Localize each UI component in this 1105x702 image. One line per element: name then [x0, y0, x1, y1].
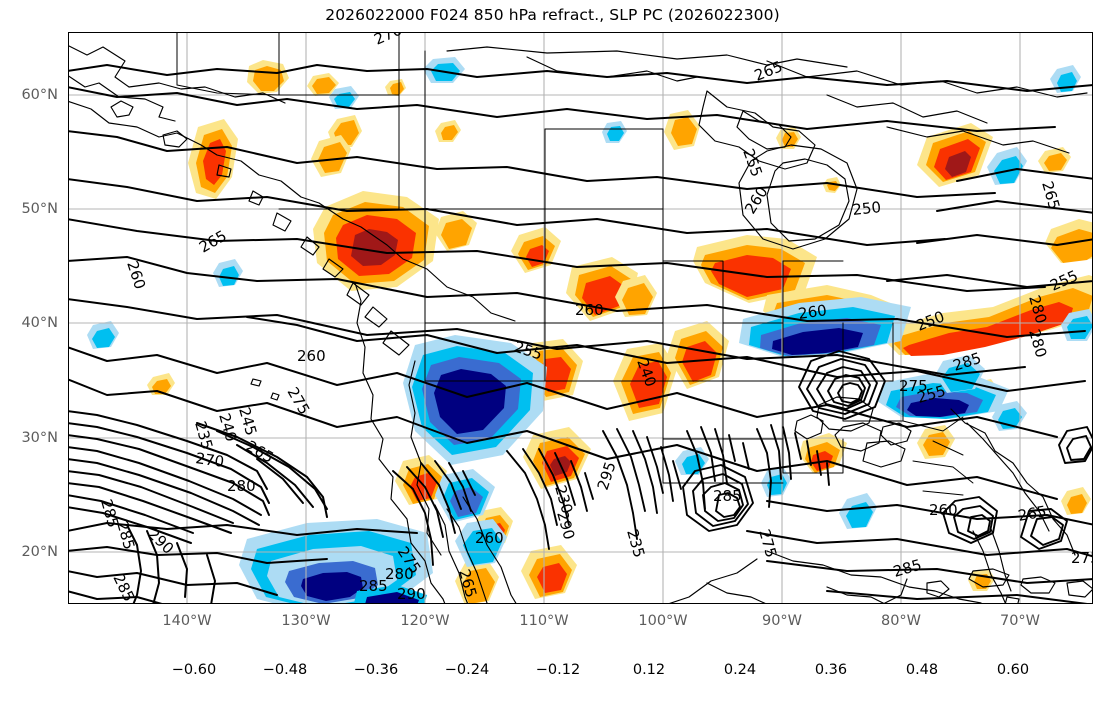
contour-label-275-w: 275 — [284, 384, 314, 418]
lat-tick-label-50: 50°N — [21, 201, 58, 217]
lat-tick-label-60: 60°N — [21, 87, 58, 103]
filled-anomaly-layer — [87, 57, 1092, 603]
contour-label-265b-se: 265 — [1017, 503, 1048, 526]
contour-label-260-e: 260 — [797, 302, 828, 324]
contour-label-235: 235 — [192, 420, 217, 452]
contour-label-260-se: 260 — [929, 501, 958, 519]
contour-label-240: 240 — [216, 412, 241, 444]
lon-tick-label-130w: 130°W — [281, 613, 331, 629]
colorbar-tick-9: 0.60 — [996, 662, 1030, 678]
colorbar-tick-3: −0.24 — [444, 662, 490, 678]
contour-label-270: 270 — [372, 32, 405, 49]
page-title: 2026022000 F024 850 hPa refract., SLP PC… — [325, 6, 780, 24]
lon-tick-label-140w: 140°W — [162, 613, 212, 629]
contour-label-290-c: 290 — [554, 510, 579, 542]
colorbar-tick-2: −0.36 — [353, 662, 399, 678]
lat-tick-label-40: 40°N — [21, 315, 58, 331]
contour-label-250-n: 250 — [852, 198, 882, 219]
contour-label-260-w: 260 — [124, 259, 150, 292]
contour-label-275-se: 275 — [756, 528, 781, 560]
contour-label-260-s: 260 — [475, 529, 504, 547]
lon-tick-label-120w: 120°W — [400, 613, 450, 629]
lon-tick-label-90w: 90°W — [761, 613, 803, 629]
colorbar-tick-6: 0.24 — [723, 662, 757, 678]
colorbar-tick-5: 0.12 — [632, 662, 666, 678]
colorbar-tick-7: 0.36 — [814, 662, 848, 678]
contour-label-280-sw: 280 — [385, 565, 414, 583]
map-plot-area[interactable]: 270 265 255 260 250 265 260 265 260 260 … — [68, 32, 1093, 604]
contour-label-260-pac: 260 — [297, 347, 326, 365]
negative-anomaly-patches — [87, 57, 1092, 603]
coastline-layer — [69, 33, 1092, 603]
lon-tick-label-70w: 70°W — [999, 613, 1041, 629]
lon-tick-label-80w: 80°W — [880, 613, 922, 629]
lon-tick-label-100w: 100°W — [638, 613, 688, 629]
contour-label-285-se: 285 — [713, 487, 742, 505]
lat-tick-label-20: 20°N — [21, 544, 58, 560]
contour-label-275-e: 275 — [899, 377, 928, 395]
colorbar-tick-0: −0.60 — [171, 662, 217, 678]
colorbar-tick-4: −0.12 — [535, 662, 581, 678]
contour-label-295-c: 295 — [594, 460, 620, 493]
contour-label-260-c: 260 — [575, 301, 604, 319]
contour-label-280-w: 280 — [227, 477, 256, 495]
contour-label-235-c: 235 — [624, 528, 649, 560]
colorbar[interactable]: −0.60 −0.48 −0.36 −0.24 −0.12 0.12 0.24 … — [0, 636, 1105, 698]
colorbar-tick-8: 0.48 — [905, 662, 939, 678]
contour-label-265-w: 265 — [196, 227, 230, 257]
contour-label-290-s: 290 — [397, 585, 426, 603]
contour-label-275b-se: 275 — [1071, 549, 1093, 567]
contour-label-285b-se: 285 — [892, 556, 924, 581]
contour-label-270-sw: 270 — [195, 450, 226, 472]
colorbar-tick-1: −0.48 — [262, 662, 308, 678]
lat-tick-label-30: 30°N — [21, 430, 58, 446]
refractivity-contour-layer — [69, 64, 1092, 603]
contour-label-285-s: 285 — [359, 577, 388, 595]
contour-label-280b-e: 280 — [1026, 328, 1051, 360]
lon-tick-label-110w: 110°W — [519, 613, 569, 629]
